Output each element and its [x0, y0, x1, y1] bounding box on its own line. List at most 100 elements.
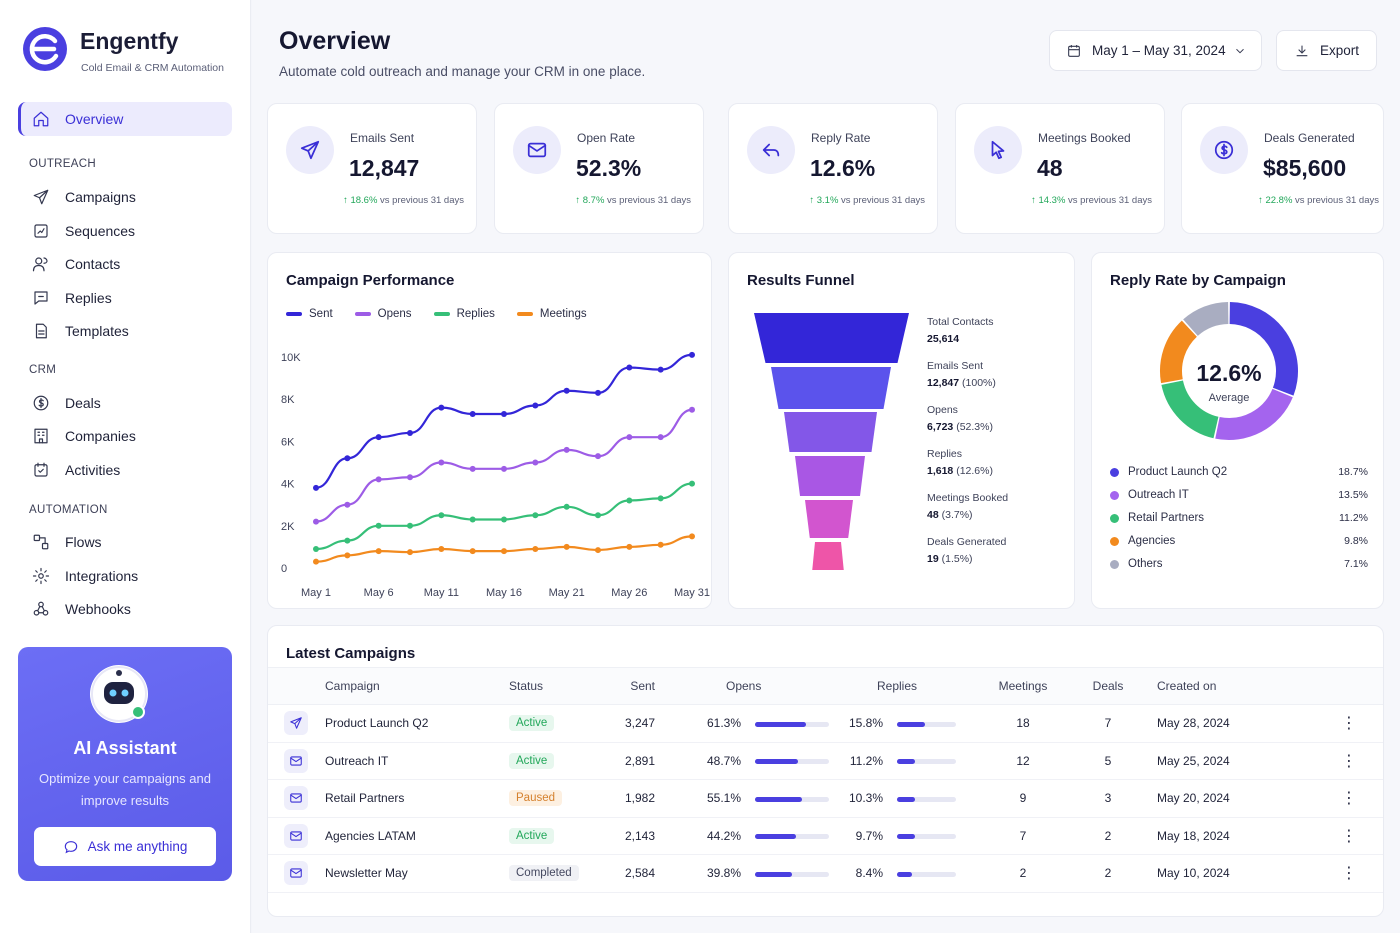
column-header-status[interactable]: Status — [509, 667, 599, 705]
sidebar-item-contacts[interactable]: Contacts — [18, 247, 232, 281]
data-point-opens[interactable] — [469, 465, 476, 472]
table-row[interactable]: Product Launch Q2 Active 3,247 61.3% 15.8% 18… — [268, 704, 1383, 743]
data-point-replies[interactable] — [469, 516, 476, 523]
data-point-opens[interactable] — [313, 518, 319, 525]
more-options-icon[interactable]: ⋮ — [1341, 865, 1357, 883]
ask-anything-button[interactable]: Ask me anything — [34, 827, 216, 866]
funnel-stage-bar[interactable] — [771, 367, 891, 409]
donut-slice[interactable] — [1229, 302, 1298, 396]
data-point-replies[interactable] — [532, 512, 539, 519]
data-point-meetings[interactable] — [501, 548, 507, 555]
data-point-sent[interactable] — [532, 402, 539, 409]
data-point-opens[interactable] — [407, 474, 413, 481]
legend-item-replies[interactable]: Replies — [433, 308, 495, 320]
campaign-name[interactable]: Newsletter May — [325, 854, 509, 893]
export-button[interactable]: Export — [1276, 30, 1377, 71]
donut-slice[interactable] — [1161, 379, 1219, 439]
data-point-opens[interactable] — [657, 434, 664, 441]
data-point-sent[interactable] — [375, 434, 382, 441]
data-point-meetings[interactable] — [375, 548, 382, 555]
sidebar-item-replies[interactable]: Replies — [18, 281, 232, 315]
date-range-picker[interactable]: May 1 – May 31, 2024 — [1049, 30, 1262, 71]
data-point-replies[interactable] — [595, 512, 601, 519]
column-header-opens[interactable]: Opens — [683, 667, 833, 705]
data-point-meetings[interactable] — [438, 546, 445, 553]
data-point-replies[interactable] — [344, 537, 351, 544]
campaign-name[interactable]: Product Launch Q2 — [325, 704, 509, 743]
data-point-replies[interactable] — [626, 497, 633, 504]
sidebar-item-activities[interactable]: Activities — [18, 453, 232, 487]
data-point-opens[interactable] — [344, 501, 351, 508]
legend-item-opens[interactable]: Opens — [354, 308, 412, 320]
sidebar-item-campaigns[interactable]: Campaigns — [18, 180, 232, 214]
data-point-sent[interactable] — [313, 484, 319, 491]
more-options-icon[interactable]: ⋮ — [1341, 752, 1357, 770]
column-header-deals[interactable]: Deals — [1073, 667, 1143, 705]
sidebar-item-webhooks[interactable]: Webhooks — [18, 592, 232, 626]
table-row[interactable]: Outreach IT Active 2,891 48.7% 11.2% 12 5 May 2… — [268, 742, 1383, 780]
more-options-icon[interactable]: ⋮ — [1341, 827, 1357, 845]
data-point-opens[interactable] — [375, 476, 382, 483]
campaign-name[interactable]: Outreach IT — [325, 742, 509, 780]
more-options-icon[interactable]: ⋮ — [1341, 715, 1357, 733]
data-point-replies[interactable] — [689, 480, 695, 487]
sidebar-item-deals[interactable]: Deals — [18, 386, 232, 420]
data-point-sent[interactable] — [657, 366, 664, 373]
donut-slice[interactable] — [1160, 320, 1198, 384]
data-point-opens[interactable] — [626, 434, 633, 441]
data-point-meetings[interactable] — [344, 552, 351, 559]
data-point-meetings[interactable] — [595, 547, 601, 554]
column-header-replies[interactable]: Replies — [833, 667, 973, 705]
funnel-stage-bar[interactable] — [812, 542, 844, 570]
column-header-meetings[interactable]: Meetings — [973, 667, 1073, 705]
data-point-sent[interactable] — [344, 455, 351, 462]
data-point-meetings[interactable] — [626, 543, 633, 550]
funnel-stage-bar[interactable] — [784, 412, 877, 452]
data-point-sent[interactable] — [407, 429, 413, 436]
sidebar-item-overview[interactable]: Overview — [18, 102, 232, 136]
data-point-sent[interactable] — [595, 389, 601, 396]
table-row[interactable]: Retail Partners Paused 1,982 55.1% 10.3% 9 3 Ma… — [268, 779, 1383, 818]
more-options-icon[interactable]: ⋮ — [1341, 790, 1357, 808]
data-point-replies[interactable] — [657, 495, 664, 502]
data-point-meetings[interactable] — [563, 543, 570, 550]
brand[interactable]: Engentfy Cold Email & CRM Automation — [22, 26, 224, 74]
funnel-stage-bar[interactable] — [754, 313, 909, 363]
data-point-opens[interactable] — [438, 459, 445, 466]
data-point-opens[interactable] — [532, 459, 539, 466]
data-point-opens[interactable] — [563, 446, 570, 453]
sidebar-item-sequences[interactable]: Sequences — [18, 214, 232, 248]
data-point-replies[interactable] — [438, 512, 445, 519]
data-point-meetings[interactable] — [532, 546, 539, 553]
funnel-stage-bar[interactable] — [805, 500, 853, 538]
data-point-opens[interactable] — [689, 406, 695, 413]
data-point-replies[interactable] — [407, 522, 413, 529]
column-header-campaign[interactable]: Campaign — [325, 667, 509, 705]
legend-item-meetings[interactable]: Meetings — [516, 308, 587, 320]
data-point-meetings[interactable] — [689, 533, 695, 540]
sidebar-item-flows[interactable]: Flows — [18, 525, 232, 559]
data-point-meetings[interactable] — [407, 549, 413, 556]
data-point-replies[interactable] — [501, 516, 507, 523]
data-point-meetings[interactable] — [469, 548, 476, 555]
table-row[interactable]: Newsletter May Completed 2,584 39.8% 8.4% 2 2 M… — [268, 854, 1383, 893]
data-point-opens[interactable] — [595, 453, 601, 460]
funnel-stage-bar[interactable] — [795, 456, 865, 496]
donut-slice[interactable] — [1183, 302, 1229, 337]
sidebar-item-templates[interactable]: Templates — [18, 314, 232, 348]
data-point-sent[interactable] — [469, 410, 476, 417]
legend-item-sent[interactable]: Sent — [286, 308, 333, 320]
campaign-name[interactable]: Agencies LATAM — [325, 817, 509, 855]
data-point-sent[interactable] — [501, 410, 507, 417]
column-header-created-on[interactable]: Created on — [1143, 667, 1313, 705]
table-row[interactable]: Agencies LATAM Active 2,143 44.2% 9.7% 7 2 May … — [268, 817, 1383, 855]
data-point-sent[interactable] — [689, 351, 695, 358]
sidebar-item-integrations[interactable]: Integrations — [18, 559, 232, 593]
data-point-sent[interactable] — [626, 364, 633, 371]
data-point-meetings[interactable] — [313, 558, 319, 565]
column-header-sent[interactable]: Sent — [599, 667, 683, 705]
donut-slice[interactable] — [1215, 388, 1293, 440]
data-point-sent[interactable] — [563, 387, 570, 394]
campaign-name[interactable]: Retail Partners — [325, 779, 509, 818]
data-point-replies[interactable] — [563, 503, 570, 510]
